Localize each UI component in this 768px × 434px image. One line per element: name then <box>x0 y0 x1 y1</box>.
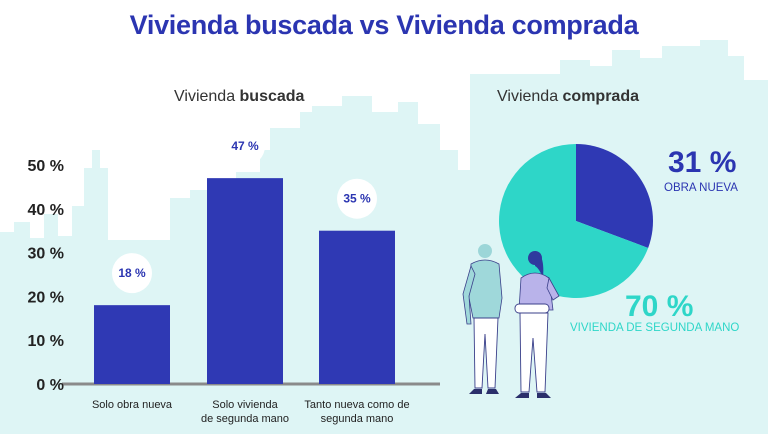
x-category-label-2-line-1: Solo vivienda <box>212 399 278 411</box>
y-tick-label-40: 40 % <box>28 202 64 219</box>
value-bubble-2 <box>225 126 265 167</box>
x-category-label-3-line-1: Tanto nueva como de <box>304 399 409 411</box>
pie-value-label-segunda-mano: 70 % <box>625 290 694 323</box>
pie-value-label-obra-nueva: 31 % <box>668 146 737 179</box>
pie-chart-subtitle: Vivienda comprada <box>497 88 639 106</box>
bar-3 <box>319 230 395 384</box>
page-title: Vivienda buscada vs Vivienda comprada <box>129 10 639 40</box>
y-tick-label-10: 10 % <box>28 333 64 350</box>
bar-chart-subtitle: Vivienda buscada <box>174 88 304 106</box>
value-bubble-1 <box>112 253 152 294</box>
x-category-label-1-line-1: Solo obra nueva <box>92 399 173 411</box>
x-category-label-3-line-2: segunda mano <box>321 413 394 425</box>
y-tick-label-50: 50 % <box>28 158 64 175</box>
bar-value-label-2: 47 % <box>231 139 259 153</box>
pie-subtitle-bold: comprada <box>562 88 639 105</box>
y-tick-label-20: 20 % <box>28 289 64 306</box>
bar-value-label-3: 35 % <box>343 192 371 206</box>
value-bubble-3 <box>337 178 377 219</box>
bar-subtitle-prefix: Vivienda <box>174 88 240 105</box>
bar-value-label-1: 18 % <box>118 266 146 280</box>
couple-illustration <box>462 244 560 398</box>
y-tick-label-30: 30 % <box>28 246 64 263</box>
bar-1 <box>94 305 170 384</box>
pie-slice-label-segunda-mano: VIVIENDA DE SEGUNDA MANO <box>570 322 740 334</box>
bar-2 <box>207 178 283 384</box>
pie-slice-label-obra-nueva: OBRA NUEVA <box>664 182 738 194</box>
x-category-label-2-line-2: de segunda mano <box>201 413 289 425</box>
y-tick-label-0: 0 % <box>36 377 64 394</box>
pie-slice-1 <box>576 144 654 248</box>
pie-subtitle-prefix: Vivienda <box>497 88 563 105</box>
bar-subtitle-bold: buscada <box>239 88 305 105</box>
